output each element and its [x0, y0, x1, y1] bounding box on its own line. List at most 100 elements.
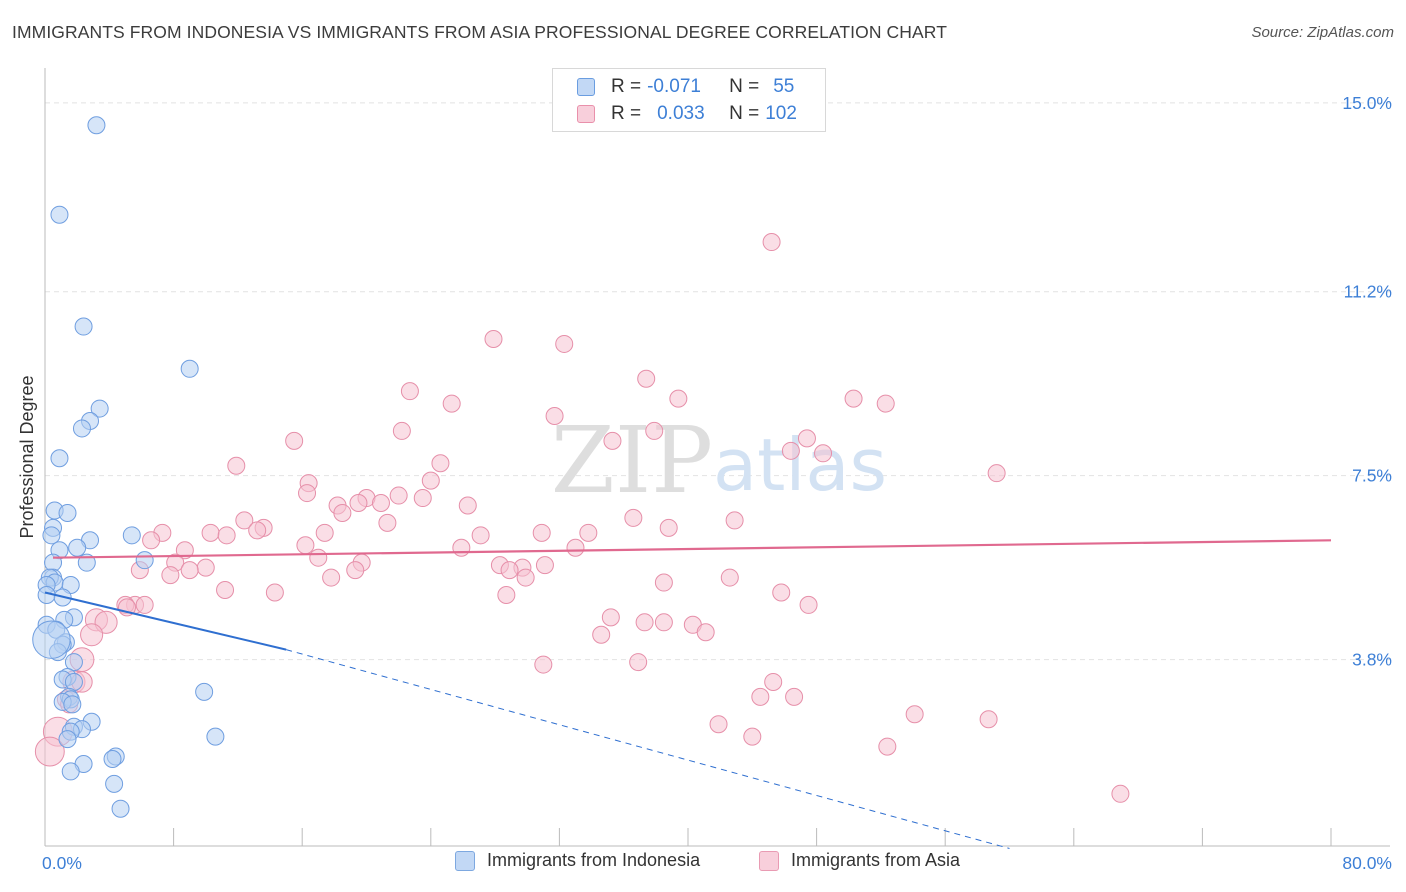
bottom-legend-label: Immigrants from Indonesia [487, 850, 701, 870]
asia-point [876, 394, 895, 413]
y-tick-label: 3.8% [1352, 650, 1392, 670]
indonesia-point [74, 317, 93, 336]
y-tick-label: 15.0% [1342, 93, 1392, 113]
asia-point [392, 421, 411, 440]
legend-n-value: 102 [765, 103, 797, 124]
asia-point [532, 523, 551, 542]
asia-point [400, 382, 419, 401]
asia-point [696, 623, 715, 642]
legend-row-indonesia: R = -0.071 N = 55 [577, 75, 794, 99]
asia-point [413, 489, 432, 508]
asia-point [905, 705, 924, 724]
asia-point [751, 687, 770, 706]
indonesia-point [50, 205, 69, 224]
asia-point [534, 655, 553, 674]
asia-point [371, 494, 390, 513]
legend-swatch-pink [577, 105, 595, 123]
indonesia-point [61, 762, 80, 781]
asia-point [535, 556, 554, 575]
asia-point [654, 613, 673, 632]
indonesia-point [105, 774, 124, 793]
legend-n-label: N = [729, 103, 760, 124]
indonesia-point [42, 526, 61, 545]
bottom-legend-swatch-pink [759, 850, 779, 871]
indonesia-point [50, 449, 69, 468]
asia-point [645, 421, 664, 440]
indonesia-point [135, 551, 154, 570]
asia-point [545, 407, 564, 426]
indonesia-point [195, 682, 214, 701]
bottom-legend-indonesia: Immigrants from Indonesia [455, 850, 700, 871]
asia-point [142, 531, 161, 550]
asia-point [196, 558, 215, 577]
asia-point [285, 431, 304, 450]
bottom-legend-label: Immigrants from Asia [791, 850, 961, 870]
indonesia-point [122, 526, 141, 545]
indonesia-point [68, 538, 87, 557]
gridlines [45, 102, 1390, 661]
y-tick-label: 7.5% [1352, 466, 1392, 486]
chart-title: IMMIGRANTS FROM INDONESIA VS IMMIGRANTS … [12, 22, 948, 42]
asia-point [844, 389, 863, 408]
asia-point [161, 566, 180, 585]
indonesia-point [206, 727, 225, 746]
asia-point [265, 583, 284, 602]
bottom-legend-swatch-blue [455, 850, 475, 871]
indonesia-point [72, 419, 91, 438]
asia-point [720, 568, 739, 587]
asia-point [309, 548, 328, 567]
asia-point [603, 431, 622, 450]
asia-point [635, 613, 654, 632]
asia-point [442, 394, 461, 413]
legend-r-label: R = [611, 103, 642, 124]
asia-point [579, 523, 598, 542]
asia-point [814, 444, 833, 463]
asia-point [743, 727, 762, 746]
asia-point [669, 389, 688, 408]
indonesia-point [58, 503, 77, 522]
asia-point [296, 536, 315, 555]
indonesia-point [90, 399, 109, 418]
asia-point [217, 526, 236, 545]
y-tick-label: 11.2% [1344, 282, 1392, 302]
axes [44, 68, 1390, 847]
asia-point [497, 585, 516, 604]
asia-point [484, 329, 503, 348]
asia-point [592, 625, 611, 644]
trend-lines [44, 539, 1332, 849]
asia-point [1111, 784, 1130, 803]
asia-point [566, 538, 585, 557]
asia-point [389, 486, 408, 505]
indonesia-point [64, 653, 83, 672]
legend-swatch-blue [577, 78, 595, 96]
indonesia-point [77, 553, 96, 572]
asia-point [315, 523, 334, 542]
asia-point [34, 736, 65, 767]
watermark: ZIP atlas [551, 407, 887, 514]
indonesia-point [32, 620, 71, 659]
asia-trend-line [53, 539, 1332, 559]
indonesia-point [103, 750, 122, 769]
asia-point [180, 561, 199, 580]
asia-point [298, 484, 317, 503]
asia-point [80, 623, 104, 647]
indonesia-point [180, 359, 199, 378]
asia-point [762, 233, 781, 252]
y-tick-labels: 3.8% 7.5% 11.2% 15.0% [1342, 93, 1392, 670]
indonesia-point [64, 672, 83, 691]
asia-point [349, 494, 368, 513]
bottom-legend-asia: Immigrants from Asia [759, 850, 960, 871]
asia-point [248, 521, 267, 540]
asia-point [333, 503, 352, 522]
legend-row-asia: R = 0.033 N = 102 [577, 102, 797, 126]
asia-point [235, 511, 254, 530]
asia-point [216, 581, 235, 599]
legend-n-label: N = [729, 76, 760, 97]
indonesia-point [63, 695, 82, 714]
asia-point [654, 573, 673, 592]
legend-r-value: -0.071 [647, 76, 701, 97]
asia-point [555, 334, 574, 353]
asia-point [799, 595, 818, 614]
asia-point [979, 710, 998, 729]
asia-point [785, 687, 804, 706]
